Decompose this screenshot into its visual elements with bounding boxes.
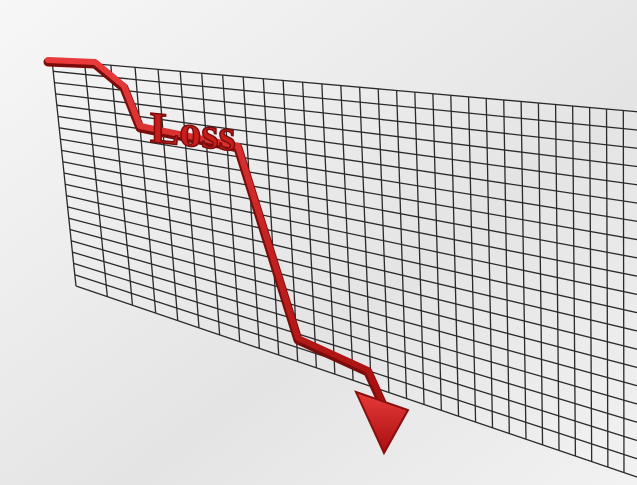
loss-label: Loss	[150, 103, 236, 161]
scene: Loss	[0, 0, 637, 485]
page: Loss (() => { const data = JSON.parse(do…	[0, 0, 637, 485]
background	[0, 0, 637, 485]
